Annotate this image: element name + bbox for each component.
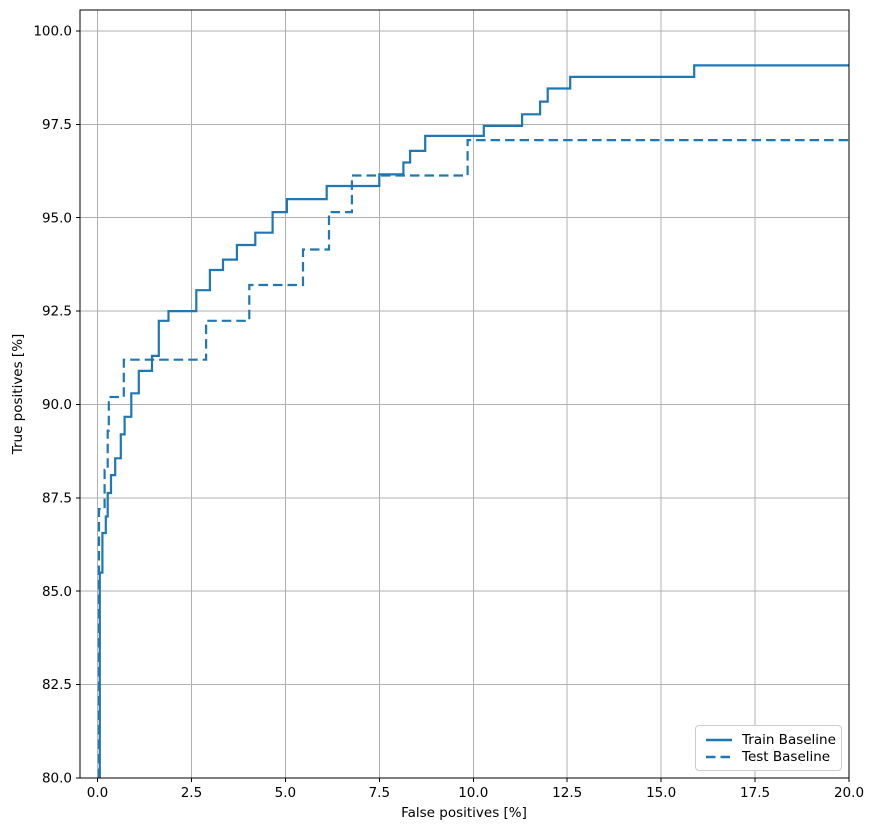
x-tick-label: 5.0 (275, 785, 296, 801)
legend-entry-test: Test Baseline (705, 749, 832, 767)
series-solid (98, 64, 849, 778)
x-tick-label: 10.0 (458, 785, 488, 801)
y-tick-label: 90.0 (42, 397, 72, 413)
y-tick-label: 82.5 (42, 677, 72, 693)
legend: Train Baseline Test Baseline (695, 725, 842, 771)
y-tick-label: 95.0 (42, 210, 72, 226)
y-tick-label: 92.5 (42, 304, 72, 320)
x-tick-label: 2.5 (181, 785, 202, 801)
series-dashed (97, 139, 849, 778)
y-tick-label: 85.0 (42, 584, 72, 600)
y-tick-label: 97.5 (42, 117, 72, 133)
x-tick-label: 0.0 (87, 785, 108, 801)
x-axis-title: False positives [%] (401, 805, 527, 821)
x-tick-label: 17.5 (740, 785, 770, 801)
y-tick-label: 100.0 (33, 24, 72, 40)
data-series (97, 64, 849, 778)
x-tick-label: 20.0 (834, 785, 864, 801)
axes-spines (79, 9, 850, 779)
x-tick-label: 12.5 (552, 785, 582, 801)
x-tick-label: 15.0 (646, 785, 676, 801)
legend-entry-train: Train Baseline (705, 731, 836, 749)
axis-ticks (76, 30, 850, 782)
y-tick-label: 80.0 (42, 771, 72, 787)
y-tick-label: 87.5 (42, 490, 72, 506)
x-tick-label: 7.5 (369, 785, 390, 801)
tick-labels: 0.0 2.5 5.0 7.5 10.0 12.5 15.0 17.5 20.0 80.0 82.5… (33, 24, 864, 801)
grid-lines (80, 10, 850, 779)
legend-label-train: Train Baseline (742, 731, 836, 748)
legend-label-test: Test Baseline (742, 749, 831, 766)
y-axis-title: True positives [%] (10, 333, 26, 455)
legend-line-dashed-icon (706, 756, 732, 759)
legend-line-solid-icon (706, 738, 732, 741)
